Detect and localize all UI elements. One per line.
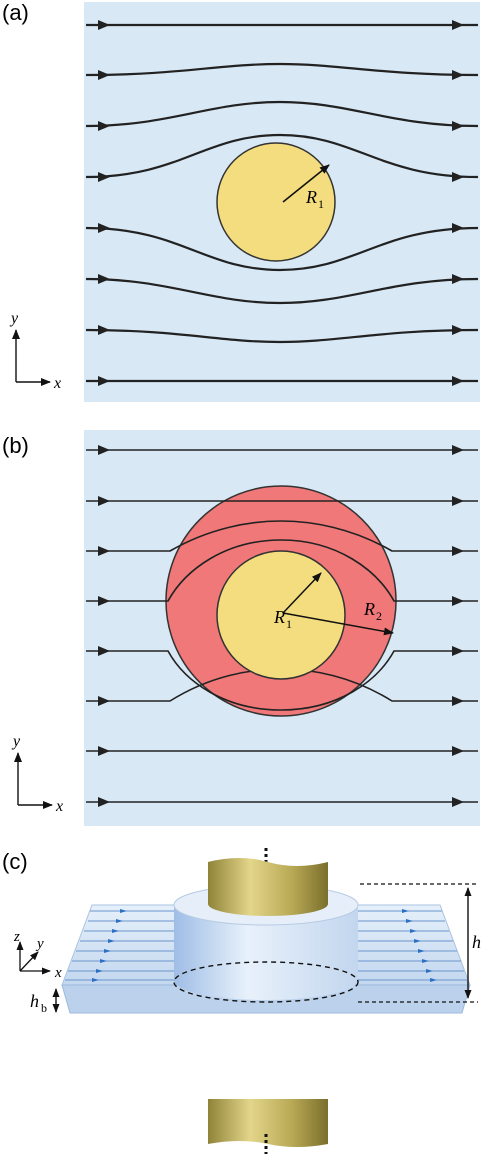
axes-indicator: y x: [11, 733, 63, 815]
streamline: [86, 520, 478, 552]
radius-subscript: 1: [318, 197, 324, 211]
x-axis-label: x: [55, 798, 63, 815]
streamline: [85, 62, 479, 77]
radius-arrow: [282, 164, 330, 203]
radius-2-subscript: 2: [376, 609, 382, 623]
streamline: [85, 328, 479, 344]
x-axis-label: x: [53, 375, 61, 392]
y-axis-label: y: [11, 733, 21, 750]
hb-subscript: b: [41, 1001, 47, 1015]
y-axis-label: y: [35, 936, 44, 952]
axes-indicator: y x: [9, 310, 61, 392]
panel-b-label: (b): [2, 433, 29, 458]
panel-c-diagram: h h b z y x: [13, 848, 481, 1154]
y-axis-label: y: [9, 310, 19, 327]
panel-a-label: (a): [2, 0, 29, 25]
streamline: [85, 277, 479, 305]
streamlines: [85, 23, 479, 383]
streamline: [86, 650, 478, 711]
radius-2-label: R: [363, 599, 375, 619]
streamline: [85, 226, 479, 272]
radius-1-subscript: 1: [286, 617, 292, 631]
inner-cylinder: [216, 142, 336, 262]
h-label: h: [472, 932, 481, 952]
radius-1-arrow: [282, 572, 322, 614]
streamline: [85, 133, 479, 179]
radius-label: R: [305, 187, 317, 207]
rod-upper: [208, 858, 328, 916]
z-axis-label: z: [13, 929, 20, 945]
hb-label: h: [30, 991, 39, 1011]
axes-indicator-3d: z y x: [13, 929, 62, 981]
streamlines: [86, 449, 478, 803]
cloak-cylinder-base-dashed: [173, 961, 359, 1003]
panel-b-diagram: R 1 R 2 y x: [11, 430, 480, 826]
rod-lower: [208, 1099, 328, 1147]
panel-c-label: (c): [2, 849, 28, 874]
radius-2-arrow: [282, 612, 394, 636]
streamline: [86, 539, 478, 602]
x-axis-label: x: [54, 965, 62, 981]
cloak-cylinder-side: [174, 905, 358, 1000]
inner-cylinder: [216, 550, 346, 680]
radius-1-label: R: [273, 607, 285, 627]
streamline: [85, 100, 479, 128]
panel-a-diagram: R 1 y x: [9, 2, 480, 402]
